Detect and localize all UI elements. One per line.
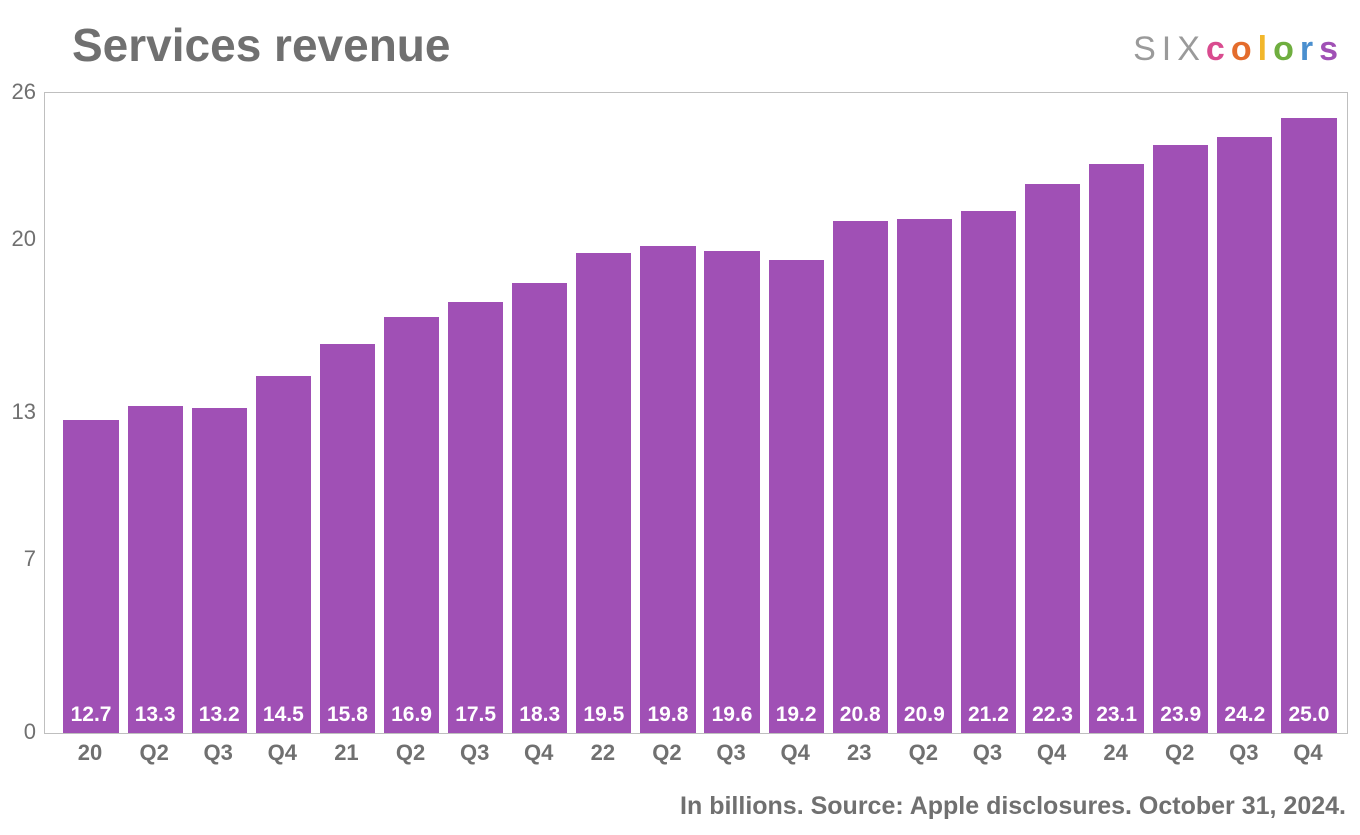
bar: 19.6	[704, 251, 759, 733]
bar-value-label: 25.0	[1281, 703, 1336, 727]
x-tick-label: Q2	[891, 740, 955, 766]
bars-group: 12.7 13.3 13.2 14.5 15.8 16.9 17.5 18.3 19.5 19.8…	[45, 93, 1347, 733]
logo-letter: c	[1206, 30, 1231, 69]
bar-value-label: 19.2	[769, 703, 824, 727]
bar: 20.9	[897, 219, 952, 733]
bar-value-label: 17.5	[448, 703, 503, 727]
plot-area: 12.7 13.3 13.2 14.5 15.8 16.9 17.5 18.3 19.5 19.8…	[44, 92, 1348, 734]
y-tick-label: 13	[0, 399, 36, 425]
chart-title: Services revenue	[72, 18, 451, 72]
x-tick-label: 22	[571, 740, 635, 766]
x-tick-label: 20	[58, 740, 122, 766]
bar: 13.2	[192, 408, 247, 733]
logo-letter: o	[1231, 30, 1258, 69]
x-tick-label: 24	[1084, 740, 1148, 766]
x-tick-label: Q2	[635, 740, 699, 766]
bar: 17.5	[448, 302, 503, 733]
logo-letter: s	[1319, 30, 1344, 69]
x-tick-label: Q2	[1148, 740, 1212, 766]
bar-value-label: 15.8	[320, 703, 375, 727]
y-tick-label: 0	[0, 719, 36, 745]
bar-value-label: 12.7	[63, 703, 118, 727]
bar-value-label: 20.8	[833, 703, 888, 727]
x-tick-label: Q2	[122, 740, 186, 766]
bar: 23.9	[1153, 145, 1208, 733]
bar: 20.8	[833, 221, 888, 733]
y-tick-label: 26	[0, 79, 36, 105]
bar-value-label: 16.9	[384, 703, 439, 727]
bar: 24.2	[1217, 137, 1272, 733]
bar-value-label: 19.6	[704, 703, 759, 727]
x-tick-label: Q4	[1276, 740, 1340, 766]
bar: 14.5	[256, 376, 311, 733]
logo-letter: o	[1273, 30, 1300, 69]
x-tick-label: Q3	[699, 740, 763, 766]
bar: 13.3	[128, 406, 183, 733]
logo-letter: l	[1258, 30, 1273, 69]
bar: 18.3	[512, 283, 567, 733]
chart-caption: In billions. Source: Apple disclosures. …	[680, 792, 1346, 821]
bar-value-label: 19.5	[576, 703, 631, 727]
logo-plain-text: SIX	[1133, 30, 1206, 69]
x-tick-label: 21	[314, 740, 378, 766]
y-tick-label: 20	[0, 226, 36, 252]
x-tick-label: Q4	[1020, 740, 1084, 766]
x-tick-label: Q2	[379, 740, 443, 766]
logo-letter: r	[1300, 30, 1319, 69]
bar: 21.2	[961, 211, 1016, 733]
bar-value-label: 19.8	[640, 703, 695, 727]
bar: 19.5	[576, 253, 631, 733]
bar: 16.9	[384, 317, 439, 733]
bar-value-label: 21.2	[961, 703, 1016, 727]
x-tick-label: Q4	[250, 740, 314, 766]
bar-value-label: 23.9	[1153, 703, 1208, 727]
bar-value-label: 24.2	[1217, 703, 1272, 727]
chart-container: Services revenue SIXcolors 12.713.313.21…	[0, 0, 1360, 835]
bar: 25.0	[1281, 118, 1336, 733]
bar: 19.2	[769, 260, 824, 733]
bar: 22.3	[1025, 184, 1080, 733]
bar-value-label: 13.2	[192, 703, 247, 727]
y-tick-label: 7	[0, 546, 36, 572]
x-tick-label: 23	[827, 740, 891, 766]
x-tick-label: Q4	[763, 740, 827, 766]
bar-value-label: 13.3	[128, 703, 183, 727]
bar: 23.1	[1089, 164, 1144, 733]
bar-value-label: 18.3	[512, 703, 567, 727]
x-tick-label: Q3	[955, 740, 1019, 766]
x-tick-label: Q3	[443, 740, 507, 766]
x-tick-label: Q3	[186, 740, 250, 766]
bar: 12.7	[63, 420, 118, 733]
bar-value-label: 20.9	[897, 703, 952, 727]
bar-value-label: 23.1	[1089, 703, 1144, 727]
x-tick-label: Q4	[507, 740, 571, 766]
bar-value-label: 14.5	[256, 703, 311, 727]
bar: 15.8	[320, 344, 375, 733]
x-tick-label: Q3	[1212, 740, 1276, 766]
bar-value-label: 22.3	[1025, 703, 1080, 727]
logo-sixcolors: SIXcolors	[1133, 30, 1344, 69]
bar: 19.8	[640, 246, 695, 733]
